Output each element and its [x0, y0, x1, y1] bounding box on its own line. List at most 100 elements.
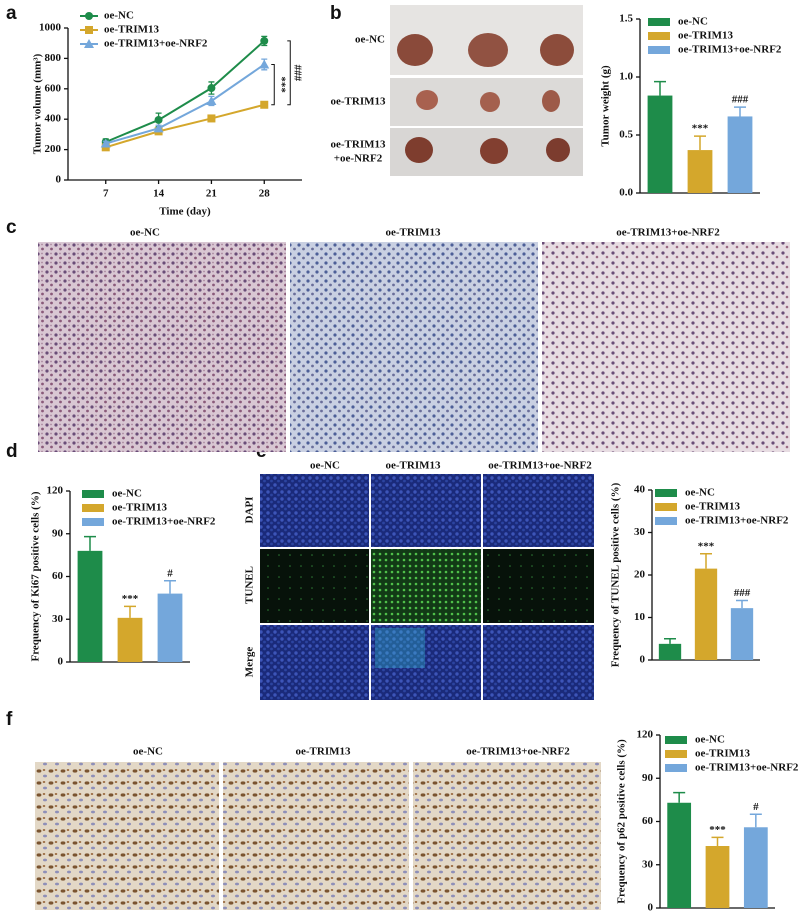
legend-swatch	[655, 503, 677, 511]
row-label: oe-NC	[355, 34, 385, 46]
y-tick-label: 30	[52, 613, 64, 625]
legend-label: oe-TRIM13+oe-NRF2	[112, 516, 216, 528]
y-axis-label: Frequency of TUNEL positive cells (%)	[610, 482, 622, 667]
y-tick-label: 10	[634, 611, 646, 623]
legend-swatch	[665, 736, 687, 744]
legend-marker	[85, 26, 93, 34]
panel-letter: f	[6, 709, 13, 730]
y-tick-label: 1.5	[619, 13, 633, 25]
bracket	[271, 63, 275, 106]
bar	[705, 846, 730, 908]
legend-swatch	[648, 32, 670, 40]
point	[154, 115, 163, 124]
panel-letter: a	[6, 3, 17, 24]
micrograph	[413, 762, 601, 910]
column-label: oe-NC	[133, 746, 163, 758]
micrograph	[223, 762, 409, 910]
point	[260, 100, 269, 109]
point	[207, 84, 216, 93]
column-label: oe-TRIM13	[386, 227, 441, 239]
point	[207, 114, 216, 123]
series-line	[105, 63, 265, 145]
legend-label: oe-TRIM13+oe-NRF2	[678, 44, 782, 56]
error-bar	[711, 836, 724, 847]
error-bar	[124, 605, 136, 618]
legend-swatch	[82, 504, 104, 512]
series-line	[105, 103, 265, 149]
error-bar	[736, 599, 748, 609]
y-tick-label: 60	[642, 815, 654, 827]
column-label: oe-TRIM13+oe-NRF2	[466, 746, 570, 758]
y-axis-label: Tumor volume (mm³)	[32, 53, 44, 154]
legend-label: oe-TRIM13+oe-NRF2	[695, 762, 799, 774]
column-label: oe-TRIM13+oe-NRF2	[616, 227, 720, 239]
error-bar	[734, 106, 746, 117]
micrograph	[542, 242, 790, 452]
y-tick-label: 120	[47, 485, 64, 497]
y-tick-label: 0.0	[619, 187, 633, 199]
y-tick-label: 30	[634, 526, 646, 538]
error-bar	[654, 80, 666, 96]
legend-label: oe-TRIM13+oe-NRF2	[685, 515, 789, 527]
legend-marker	[85, 12, 93, 20]
legend-swatch	[82, 490, 104, 498]
legend-label: oe-NC	[104, 10, 134, 22]
x-tick-label: 7	[103, 188, 109, 200]
panel-letter: c	[6, 217, 17, 238]
series-line	[105, 40, 265, 143]
error-bar	[164, 580, 176, 594]
micrograph	[38, 242, 286, 452]
y-tick-label: 90	[642, 772, 654, 784]
legend-label: oe-NC	[678, 16, 708, 28]
error-bar	[664, 638, 676, 644]
x-tick-label: 28	[259, 188, 271, 200]
panel-letter: b	[330, 3, 342, 24]
point	[259, 59, 270, 69]
legend-label: oe-TRIM13	[112, 502, 167, 514]
y-axis-label: Frequency of p62 positive cells (%)	[616, 739, 628, 904]
bracket	[287, 40, 291, 106]
legend-swatch	[655, 489, 677, 497]
y-axis-label: Frequency of Ki67 positive cells (%)	[30, 491, 42, 661]
row-label: oe-TRIM13	[331, 139, 386, 151]
legend-label: oe-TRIM13+oe-NRF2	[104, 38, 208, 50]
legend-label: oe-TRIM13	[685, 501, 740, 513]
significance: ***	[122, 593, 139, 605]
bar	[743, 827, 768, 908]
column-label: oe-TRIM13	[296, 746, 351, 758]
y-tick-label: 1.0	[619, 71, 633, 83]
bar	[117, 617, 143, 662]
row-label: +oe-NRF2	[334, 153, 383, 165]
legend-label: oe-TRIM13	[104, 24, 159, 36]
y-tick-label: 200	[45, 143, 62, 155]
significance: ***	[709, 824, 726, 836]
micrograph	[35, 762, 219, 910]
point	[153, 123, 164, 133]
y-tick-label: 60	[52, 570, 64, 582]
row-label: TUNEL	[244, 566, 256, 604]
y-tick-label: 0	[58, 656, 64, 668]
significance: ***	[692, 123, 709, 135]
bar	[647, 95, 673, 193]
bar	[157, 593, 183, 662]
error-bar	[694, 135, 706, 151]
legend-swatch	[82, 518, 104, 526]
bar	[658, 643, 682, 660]
x-tick-label: 21	[206, 188, 217, 200]
y-tick-label: 400	[45, 113, 62, 125]
bar	[687, 150, 713, 193]
y-tick-label: 0	[640, 654, 646, 666]
y-tick-label: 90	[52, 527, 64, 539]
legend-label: oe-NC	[695, 734, 725, 746]
y-tick-label: 600	[45, 82, 62, 94]
legend-label: oe-NC	[685, 487, 715, 499]
legend-swatch	[665, 750, 687, 758]
y-tick-label: 0	[648, 902, 654, 914]
y-axis-label: Tumor weight (g)	[600, 65, 612, 147]
column-label: oe-TRIM13+oe-NRF2	[488, 460, 592, 472]
annotation: ###	[292, 65, 304, 82]
bar	[730, 608, 754, 660]
y-tick-label: 1000	[39, 22, 62, 34]
bar	[694, 568, 718, 660]
x-tick-label: 14	[153, 188, 165, 200]
